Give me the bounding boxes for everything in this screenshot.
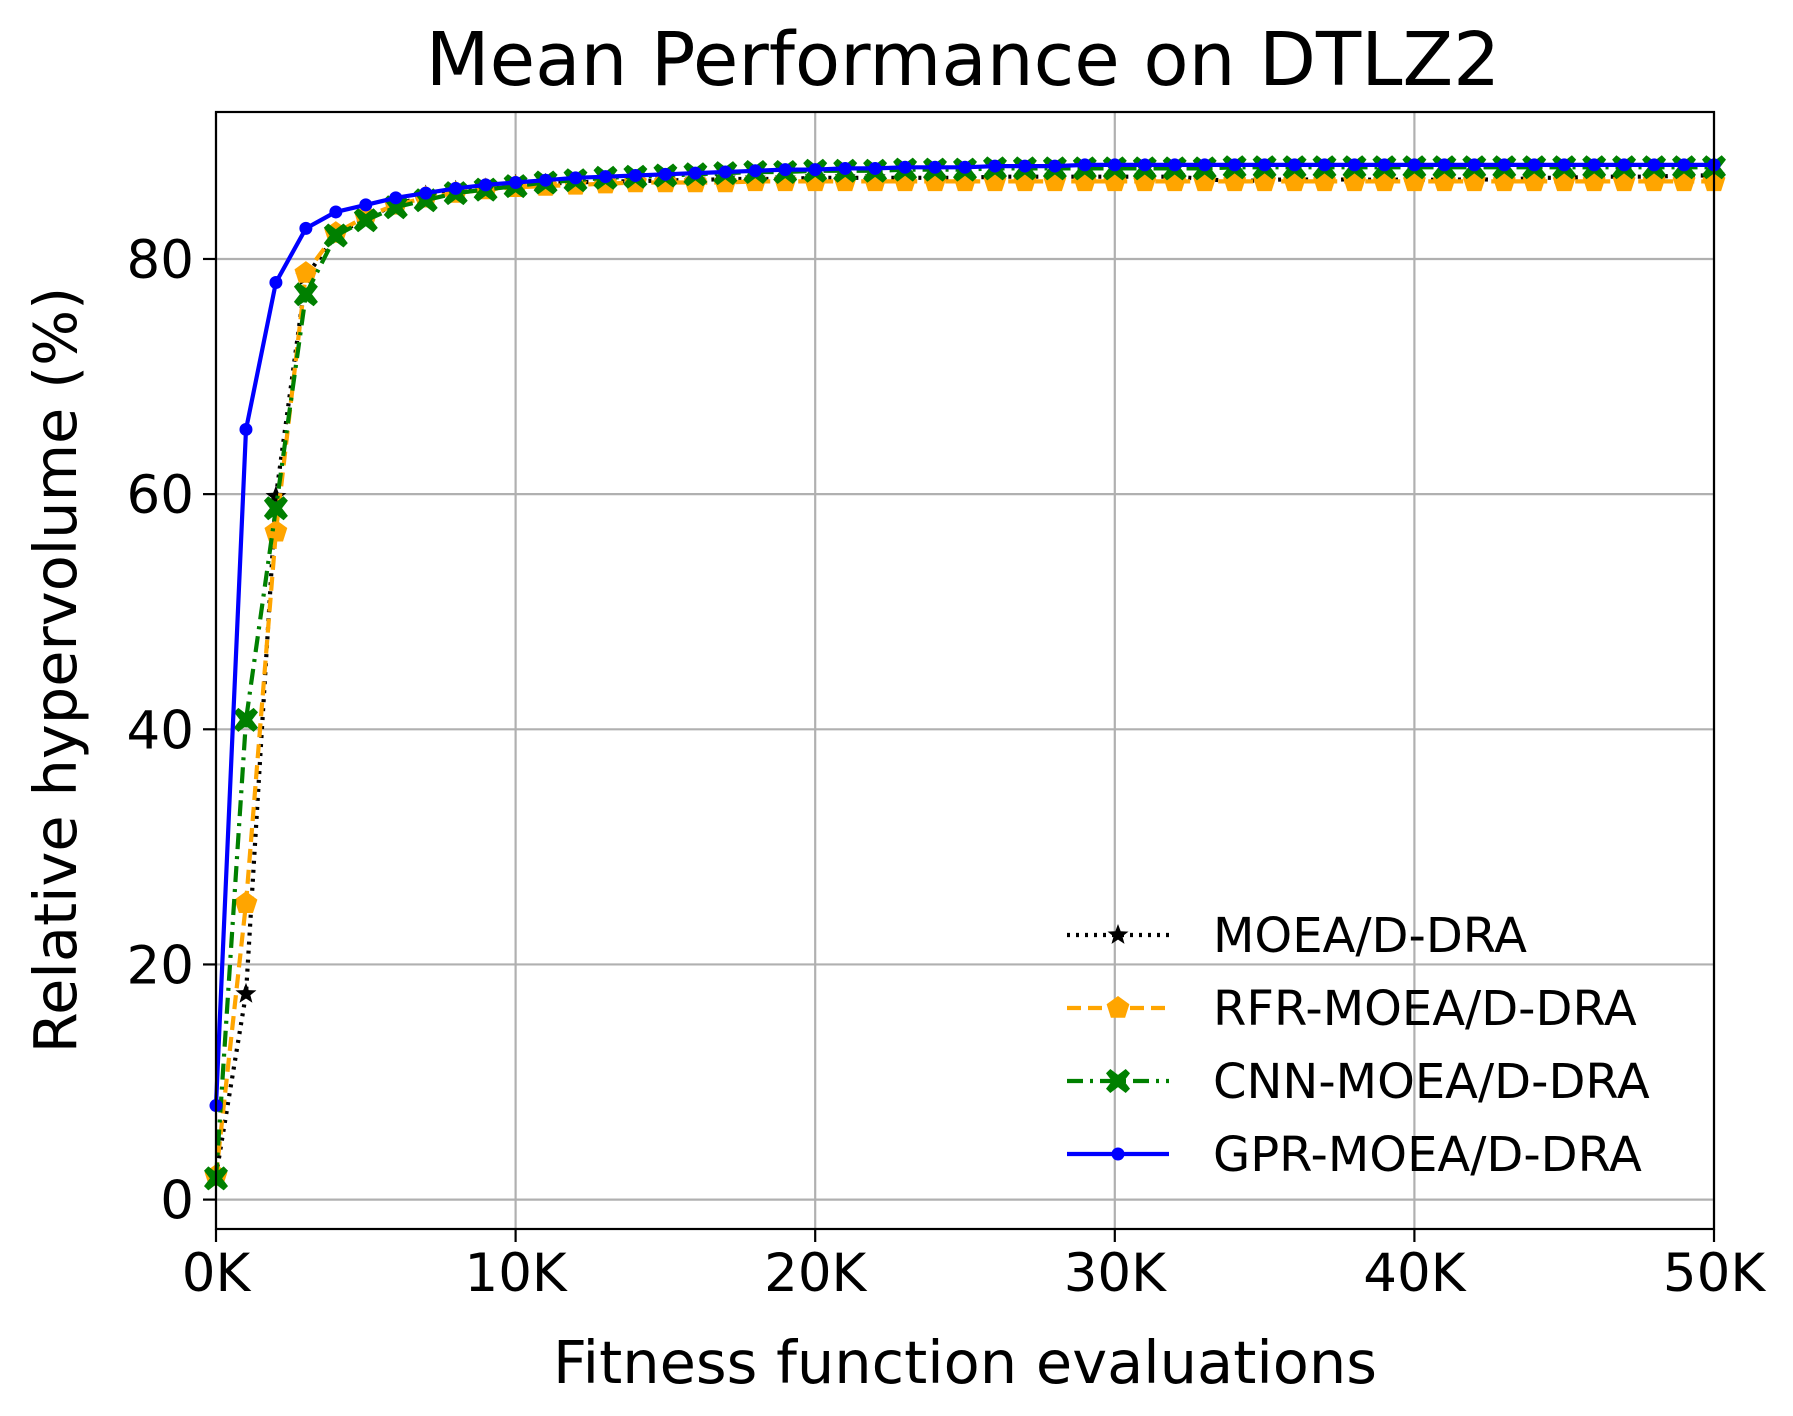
y-tick-label: 20 <box>127 935 194 996</box>
data-point <box>808 163 822 177</box>
data-point <box>569 171 583 185</box>
data-point <box>1108 158 1122 172</box>
data-point <box>234 707 258 732</box>
legend-label: CNN-MOEA/D-DRA <box>1213 1054 1650 1110</box>
data-point <box>1168 158 1182 172</box>
data-point <box>688 166 702 180</box>
data-point <box>1647 158 1661 172</box>
chart-title: Mean Performance on DTLZ2 <box>426 17 1500 103</box>
data-point <box>1497 158 1511 172</box>
data-point <box>1377 158 1391 172</box>
x-axis: 0K 10K 20K 30K 40K 50K <box>182 1229 1766 1304</box>
data-point <box>1437 158 1451 172</box>
data-point <box>658 167 672 181</box>
y-tick-label: 0 <box>160 1171 194 1232</box>
x-tick-label: 30K <box>1064 1243 1167 1304</box>
data-point <box>1018 159 1032 173</box>
legend-label: RFR-MOEA/D-DRA <box>1213 981 1637 1037</box>
legend-marker <box>1106 996 1130 1018</box>
data-point <box>239 422 253 436</box>
data-point <box>235 982 257 1003</box>
data-point <box>479 178 493 192</box>
data-point <box>1557 158 1571 172</box>
plot-frame <box>214 110 1716 1231</box>
data-point <box>1527 158 1541 172</box>
x-axis-label: Fitness function evaluations <box>553 1328 1377 1397</box>
x-tick-label: 0K <box>182 1243 252 1304</box>
data-point <box>234 891 258 913</box>
data-point <box>294 261 318 283</box>
data-point <box>263 496 288 521</box>
y-tick-label: 60 <box>127 465 194 526</box>
x-tick-label: 50K <box>1663 1243 1766 1304</box>
y-axis: 0 20 40 60 80 <box>127 230 216 1232</box>
data-point <box>988 159 1002 173</box>
y-axis-label: Relative hypervolume (%) <box>21 287 90 1053</box>
data-point <box>718 165 732 179</box>
data-point <box>1677 158 1691 172</box>
data-point <box>1407 158 1421 172</box>
data-point <box>1258 158 1272 172</box>
data-point <box>868 161 882 175</box>
data-point <box>293 282 318 307</box>
data-point <box>628 168 642 182</box>
data-point <box>1198 158 1212 172</box>
data-point <box>928 160 942 174</box>
data-point <box>509 176 523 190</box>
data-point <box>778 163 792 177</box>
legend: MOEA/D-DRA RFR-MOEA/D-DRA CNN-MOEA/D-DRA GP… <box>1067 908 1650 1183</box>
legend-entry: CNN-MOEA/D-DRA <box>1067 1054 1650 1110</box>
data-point <box>1138 158 1152 172</box>
data-point <box>389 191 403 205</box>
x-tick-label: 20K <box>764 1243 867 1304</box>
legend-marker <box>1106 1069 1130 1093</box>
data-point <box>838 161 852 175</box>
data-point <box>1318 158 1332 172</box>
data-point <box>1587 158 1601 172</box>
y-tick-label: 40 <box>127 700 194 761</box>
data-point <box>748 164 762 178</box>
data-point <box>598 170 612 184</box>
legend-label: MOEA/D-DRA <box>1213 908 1527 964</box>
legend-label: GPR-MOEA/D-DRA <box>1213 1127 1642 1183</box>
data-point <box>1288 158 1302 172</box>
data-point <box>329 205 343 219</box>
data-point <box>359 198 373 212</box>
data-point <box>539 173 553 187</box>
data-point <box>419 186 433 200</box>
data-point <box>1617 158 1631 172</box>
data-point <box>1467 158 1481 172</box>
data-point <box>264 519 288 542</box>
legend-entry: MOEA/D-DRA <box>1067 908 1527 964</box>
data-point <box>323 223 348 248</box>
data-point <box>898 160 912 174</box>
y-tick-label: 80 <box>127 230 194 291</box>
legend-marker <box>1107 924 1129 944</box>
data-point <box>1347 158 1361 172</box>
data-point <box>269 275 283 289</box>
data-point <box>1048 159 1062 173</box>
legend-entry: RFR-MOEA/D-DRA <box>1067 981 1637 1037</box>
legend-entry: GPR-MOEA/D-DRA <box>1067 1127 1642 1183</box>
data-point <box>353 208 378 233</box>
x-tick-label: 40K <box>1363 1243 1466 1304</box>
data-point <box>958 160 972 174</box>
legend-marker <box>1111 1147 1125 1161</box>
data-point <box>449 181 463 195</box>
data-point <box>299 221 313 235</box>
data-point <box>1078 158 1092 172</box>
series-GPR-MOEA/D-DRA <box>209 158 1721 1113</box>
x-tick-label: 10K <box>464 1243 567 1304</box>
series-CNN-MOEA/D-DRA <box>204 155 1726 1191</box>
series-layer <box>204 155 1726 1191</box>
data-point <box>1228 158 1242 172</box>
